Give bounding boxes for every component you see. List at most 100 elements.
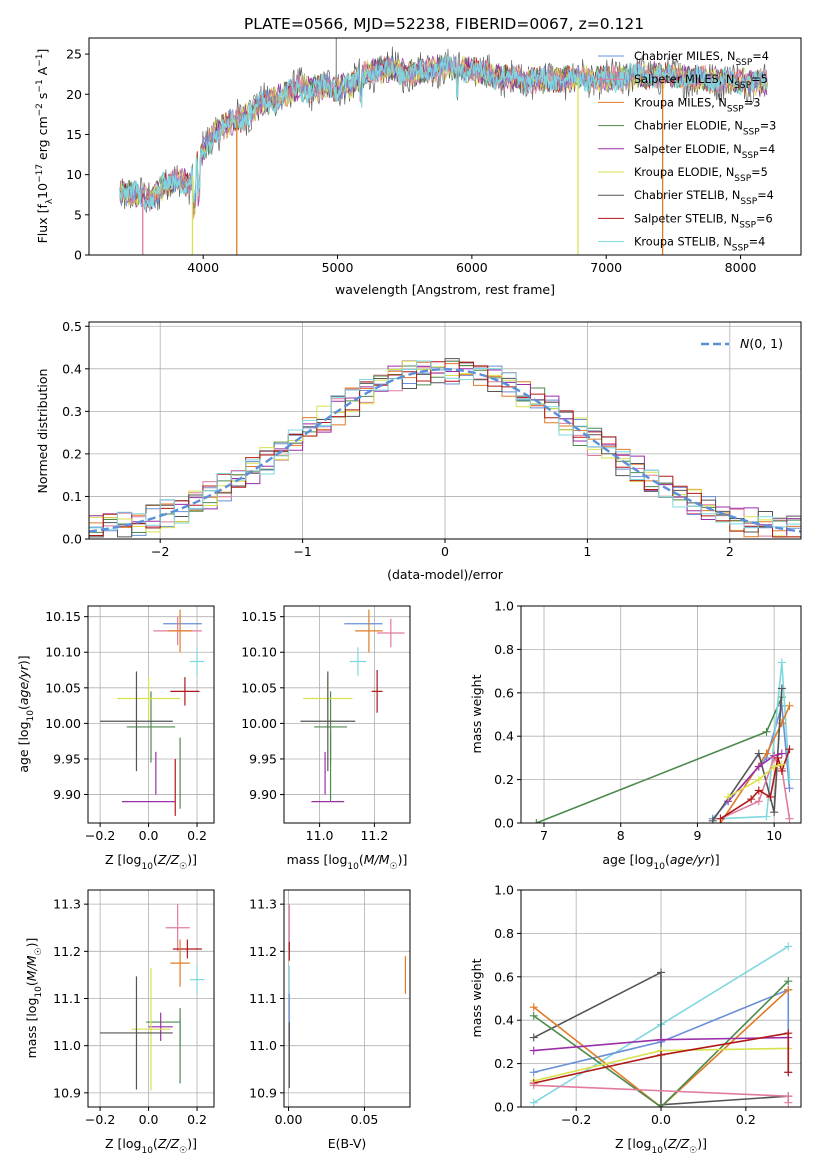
- y-tick-label: 10.10: [45, 645, 81, 660]
- axes-frame: [520, 889, 802, 1108]
- x-axis-label: Z [log10(Z/Z☉)]: [615, 1136, 707, 1156]
- x-tick-label: 0.0: [139, 828, 159, 843]
- series-marker: [529, 1011, 538, 1020]
- y-tick-label: 10.05: [241, 680, 277, 695]
- legend-label: N(0, 1): [740, 336, 783, 351]
- y-tick-label: 1.0: [494, 599, 514, 614]
- y-tick-label: 11.2: [53, 944, 81, 959]
- y-tick-label: 0.4: [494, 1013, 514, 1028]
- y-tick-label: 11.1: [53, 991, 81, 1006]
- series-marker: [784, 1098, 793, 1107]
- x-tick-label: 0.0: [139, 1112, 159, 1127]
- series-marker: [532, 819, 541, 823]
- x-tick-label: 11.0: [306, 828, 334, 843]
- series-marker: [784, 977, 793, 986]
- x-axis-label: E(B-V): [328, 1136, 367, 1151]
- x-tick-label: 1: [583, 544, 591, 559]
- series-marker: [657, 1035, 665, 1044]
- x-axis-label: mass [log10(M/M☉)]: [287, 852, 408, 872]
- series-marker: [770, 808, 779, 817]
- y-tick-label: 10.15: [241, 609, 277, 624]
- normal-curve: [89, 368, 801, 533]
- series-marker: [773, 753, 782, 762]
- series-marker: [657, 1050, 665, 1059]
- y-tick-label: 11.0: [53, 1038, 81, 1053]
- x-tick-label: 8000: [725, 260, 757, 275]
- age_vs_Z-content: [100, 609, 205, 816]
- weight_vs_age-content: [532, 658, 794, 823]
- axes-frame: [87, 889, 215, 1108]
- y-tick-label: 0.2: [494, 1056, 514, 1071]
- legend-label: Chabrier MILES, NSSP=4: [634, 50, 769, 68]
- y-tick-label: 10.05: [45, 680, 81, 695]
- weight-line: [533, 1032, 790, 1084]
- y-tick-label: 20: [66, 87, 82, 102]
- y-tick-label: 0.2: [62, 446, 82, 461]
- weight_vs_Z-content: [529, 942, 793, 1107]
- series-marker: [785, 701, 794, 710]
- spectrum-content: [119, 38, 768, 255]
- age_vs_mass-axes: 11.0 11.2 9.90 9.95 10.00 10.05 10.10 10.15: [241, 605, 411, 843]
- y-axis-label: Flux [fλ10−17 erg cm−2 s−1 A−1]: [35, 49, 55, 244]
- y-axis-label: mass weight: [469, 958, 484, 1037]
- y-tick-label: 10.15: [45, 609, 81, 624]
- x-tick-label: −0.2: [85, 1112, 115, 1127]
- y-tick-label: 5: [74, 207, 82, 222]
- x-tick-label: 10: [766, 828, 782, 843]
- spectrum-line: [119, 54, 768, 212]
- mass_vs_EBV-axes: 0.00 0.05 10.9 11.0 11.1 11.2 11.3: [249, 889, 411, 1127]
- legend-label: Kroupa STELIB, NSSP=4: [634, 236, 765, 254]
- series-marker: [785, 784, 794, 793]
- series-marker: [529, 1098, 538, 1107]
- series-marker: [784, 985, 793, 994]
- y-tick-label: 9.95: [249, 751, 277, 766]
- series-marker: [784, 942, 793, 951]
- mass_vs_Z-axes: −0.2 0.0 0.2 10.9 11.0 11.1 11.2 11.3: [53, 889, 215, 1127]
- series-marker: [529, 1068, 538, 1077]
- series-marker: [529, 1003, 538, 1012]
- x-axis-label: Z [log10(Z/Z☉)]: [105, 852, 197, 872]
- series-marker: [747, 795, 756, 804]
- x-tick-label: 0.0: [651, 1112, 671, 1127]
- series-marker: [784, 1068, 793, 1077]
- y-axis-label: mass [log10(M/M☉)]: [24, 938, 44, 1059]
- x-tick-label: 4000: [187, 260, 219, 275]
- series-marker: [784, 1029, 793, 1038]
- y-tick-label: 0.3: [62, 404, 82, 419]
- series-marker: [657, 968, 665, 977]
- y-tick-label: 10.10: [241, 645, 277, 660]
- series-marker: [754, 775, 763, 784]
- series-marker: [777, 749, 786, 758]
- series-marker: [754, 797, 763, 806]
- residuals-content: [89, 358, 801, 539]
- y-tick-label: 0.5: [62, 319, 82, 334]
- y-tick-label: 0.0: [62, 532, 82, 547]
- x-tick-label: 2: [726, 544, 734, 559]
- x-axis-label: wavelength [Angstrom, rest frame]: [335, 282, 555, 297]
- series-marker: [766, 792, 775, 801]
- y-tick-label: 0.4: [494, 729, 514, 744]
- x-tick-label: 7: [540, 828, 548, 843]
- x-tick-label: 0.2: [187, 828, 207, 843]
- histogram-step: [89, 360, 801, 539]
- series-marker: [754, 762, 763, 771]
- weight-line: [727, 763, 783, 798]
- age_vs_Z-axes: −0.2 0.0 0.2 9.90 9.95 10.00 10.05 10.10 10.15: [45, 605, 215, 843]
- y-tick-label: 11.2: [249, 944, 277, 959]
- y-tick-label: 10.00: [241, 716, 277, 731]
- series-marker: [785, 745, 794, 754]
- age_vs_mass-content: [300, 609, 405, 803]
- series-marker: [708, 816, 717, 823]
- y-tick-label: 0.0: [494, 1100, 514, 1115]
- y-tick-label: 1.0: [494, 883, 514, 898]
- x-axis-label: Z [log10(Z/Z☉)]: [105, 1136, 197, 1156]
- y-tick-label: 0.1: [62, 489, 82, 504]
- y-tick-label: 0.8: [494, 642, 514, 657]
- axes-frame: [87, 605, 215, 824]
- mass_vs_EBV-content: [288, 904, 407, 1089]
- legend-label: Kroupa MILES, NSSP=3: [634, 96, 760, 114]
- y-tick-label: 0.8: [494, 926, 514, 941]
- series-marker: [724, 792, 733, 801]
- weight-line: [533, 989, 789, 1107]
- y-tick-label: 10: [66, 167, 82, 182]
